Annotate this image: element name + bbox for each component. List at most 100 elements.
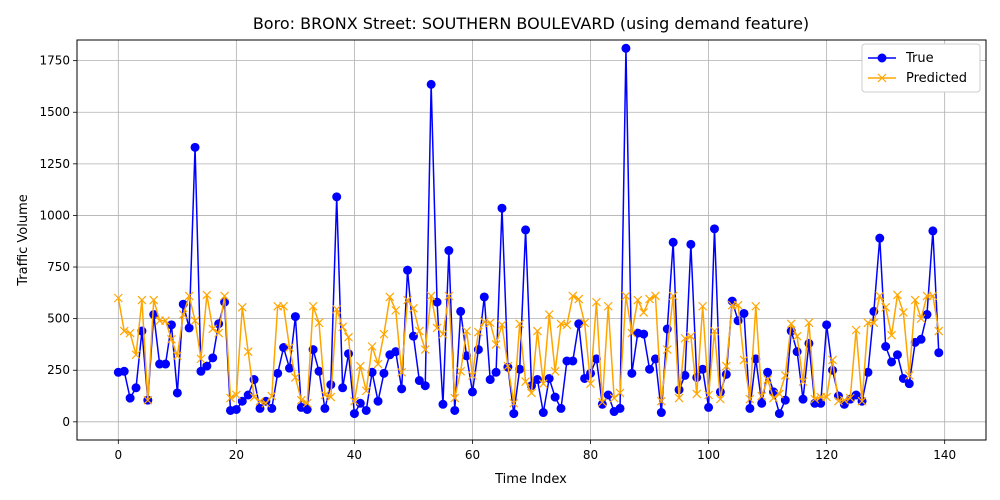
legend-entry-true: [868, 53, 896, 63]
data-point-predicted: [651, 291, 660, 301]
data-point-predicted: [231, 390, 241, 400]
data-point-true: [621, 43, 631, 53]
y-tick-label: 250: [47, 363, 70, 377]
data-point-predicted: [656, 396, 666, 406]
data-point-true: [739, 308, 749, 318]
data-point-predicted: [391, 305, 401, 315]
data-point-predicted: [574, 294, 584, 304]
data-point-predicted: [237, 302, 247, 312]
data-point-true: [361, 405, 371, 415]
data-point-true: [816, 398, 826, 408]
data-point-predicted: [279, 301, 289, 311]
data-point-true: [615, 403, 625, 413]
data-point-predicted: [715, 394, 725, 404]
data-point-true: [279, 343, 289, 353]
data-point-predicted: [733, 300, 743, 310]
data-point-predicted: [580, 318, 590, 328]
data-point-predicted: [597, 397, 607, 407]
data-point-true: [627, 368, 637, 378]
data-point-true: [403, 265, 413, 275]
data-point-true: [698, 364, 708, 374]
data-point-predicted: [403, 295, 412, 305]
axis-ticks: 0 20 40 60 80 100 120 140 0 250 500 750 1000 1250 1500…: [39, 54, 956, 462]
data-point-true: [550, 392, 560, 402]
data-point-true: [774, 409, 784, 419]
y-tick-label: 500: [47, 312, 70, 326]
data-point-predicted: [485, 318, 495, 328]
data-point-true: [397, 384, 407, 394]
data-point-true: [373, 396, 383, 406]
data-point-predicted: [249, 392, 259, 402]
data-point-predicted: [668, 291, 678, 301]
data-point-true: [450, 405, 460, 415]
data-point-predicted: [692, 389, 702, 399]
data-point-true: [196, 366, 206, 376]
data-point-predicted: [302, 398, 312, 408]
legend-marker-true: [877, 53, 887, 63]
data-point-true: [798, 394, 808, 404]
x-tick-label: 120: [815, 448, 838, 462]
data-point-true: [509, 409, 519, 419]
data-point-predicted: [904, 370, 914, 380]
data-point-predicted: [792, 331, 802, 341]
data-point-predicted: [220, 291, 229, 301]
data-point-true: [704, 402, 714, 412]
data-point-predicted: [409, 303, 418, 313]
data-point-predicted: [810, 394, 820, 404]
y-tick-label: 1750: [39, 54, 70, 68]
data-point-true: [727, 296, 737, 306]
data-point-true: [202, 361, 212, 371]
data-point-predicted: [503, 361, 513, 371]
data-point-predicted: [680, 333, 690, 343]
data-point-true: [898, 373, 908, 383]
data-point-predicted: [603, 301, 613, 311]
data-point-predicted: [361, 386, 371, 396]
y-tick-label: 1500: [39, 105, 70, 119]
data-point-predicted: [550, 366, 560, 376]
data-point-predicted: [131, 350, 141, 360]
data-point-true: [184, 323, 194, 333]
data-point-true: [574, 319, 584, 329]
data-point-predicted: [267, 391, 277, 401]
data-point-predicted: [113, 293, 123, 303]
data-point-predicted: [645, 294, 654, 304]
data-point-predicted: [769, 393, 778, 403]
data-point-predicted: [786, 319, 796, 329]
data-point-true: [745, 403, 755, 413]
data-point-predicted: [119, 326, 129, 336]
series-line-true: [118, 47, 940, 415]
data-point-true: [686, 239, 696, 249]
data-point-true: [532, 375, 542, 385]
data-point-predicted: [255, 396, 265, 406]
data-point-true: [668, 237, 678, 247]
data-point-predicted: [450, 393, 460, 403]
x-tick-label: 100: [697, 448, 720, 462]
x-tick-label: 40: [347, 448, 362, 462]
data-point-true: [290, 312, 300, 322]
data-point-true: [237, 396, 247, 406]
data-point-true: [119, 366, 129, 376]
data-point-predicted: [521, 377, 531, 387]
data-point-predicted: [125, 328, 135, 338]
legend-box: [861, 43, 981, 93]
data-point-true: [892, 350, 902, 360]
data-point-true: [721, 369, 731, 379]
data-point-true: [639, 329, 649, 339]
data-point-predicted: [314, 318, 324, 328]
data-point-predicted: [822, 392, 832, 402]
data-point-true: [922, 310, 932, 320]
data-point-true: [391, 347, 401, 357]
data-point-predicted: [285, 343, 294, 352]
data-point-predicted: [881, 302, 891, 312]
data-point-predicted: [515, 319, 525, 329]
data-point-predicted: [893, 290, 902, 300]
data-point-predicted: [184, 291, 194, 301]
data-point-predicted: [568, 291, 578, 301]
data-point-predicted: [344, 332, 353, 342]
y-tick-label: 1250: [39, 157, 70, 171]
data-point-predicted: [438, 329, 448, 339]
data-point-predicted: [804, 318, 814, 328]
data-point-predicted: [178, 310, 188, 319]
data-point-predicted: [338, 322, 348, 332]
